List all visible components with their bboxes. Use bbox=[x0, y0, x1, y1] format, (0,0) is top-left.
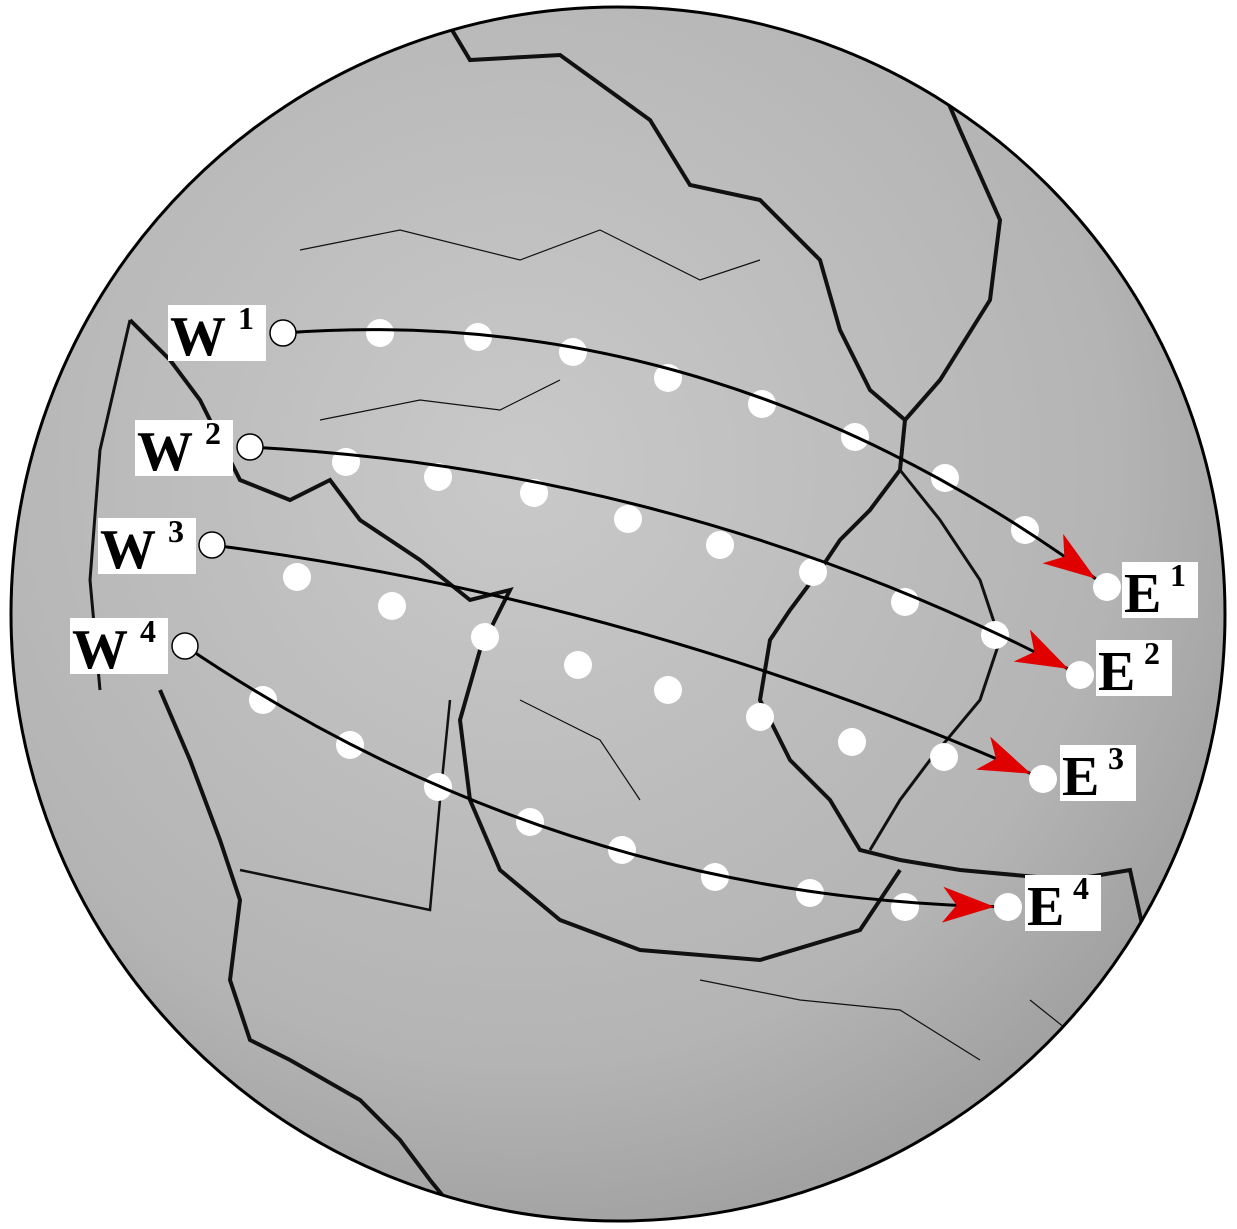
sample-point bbox=[930, 743, 958, 771]
start-point bbox=[237, 434, 263, 460]
sample-point bbox=[378, 592, 406, 620]
sample-point bbox=[981, 621, 1009, 649]
globe-map: W1E1W2E2W3E3W4E4 bbox=[0, 0, 1237, 1229]
label-letter: W bbox=[100, 519, 156, 581]
page: {"profiles": [ {"start": {"letter": "W",… bbox=[0, 0, 1237, 1229]
start-point bbox=[270, 320, 296, 346]
label-letter: E bbox=[1027, 876, 1064, 938]
label-index: 4 bbox=[1073, 870, 1089, 906]
sample-point bbox=[706, 531, 734, 559]
label-letter: W bbox=[170, 306, 226, 368]
start-point bbox=[172, 633, 198, 659]
end-point bbox=[1093, 573, 1121, 601]
label-letter: E bbox=[1124, 563, 1161, 625]
label-letter: W bbox=[72, 619, 128, 681]
globe bbox=[11, 7, 1225, 1221]
label-index: 2 bbox=[205, 415, 221, 451]
label-letter: E bbox=[1062, 746, 1099, 808]
end-point bbox=[1066, 661, 1094, 689]
sample-point bbox=[283, 563, 311, 591]
sample-point bbox=[559, 338, 587, 366]
label-letter: E bbox=[1098, 641, 1135, 703]
label-index: 3 bbox=[168, 513, 184, 549]
sample-point bbox=[654, 676, 682, 704]
label-index: 3 bbox=[1108, 740, 1124, 776]
sample-point bbox=[746, 703, 774, 731]
label-index: 1 bbox=[238, 300, 254, 336]
label-index: 1 bbox=[1170, 557, 1186, 593]
label-index: 2 bbox=[1144, 635, 1160, 671]
end-point bbox=[994, 893, 1022, 921]
sample-point bbox=[471, 623, 499, 651]
label-index: 4 bbox=[140, 613, 156, 649]
start-point bbox=[199, 532, 225, 558]
label-letter: W bbox=[137, 421, 193, 483]
sample-point bbox=[614, 505, 642, 533]
end-point bbox=[1029, 765, 1057, 793]
sample-point bbox=[564, 651, 592, 679]
sample-point bbox=[891, 893, 919, 921]
sample-point bbox=[464, 323, 492, 351]
sample-point bbox=[838, 728, 866, 756]
sample-point bbox=[366, 319, 394, 347]
